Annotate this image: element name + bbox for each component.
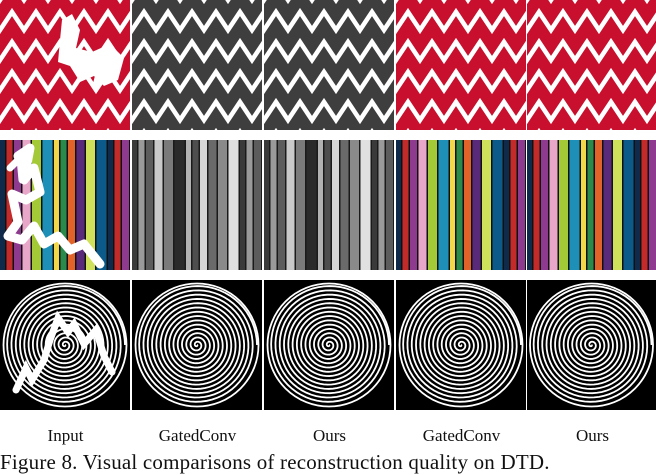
spiral-gatedconv-image xyxy=(132,280,262,410)
column-label-ours: Ours xyxy=(312,426,347,445)
zigzag-ours-gray-image xyxy=(264,0,394,130)
zigzag-input-image xyxy=(0,0,130,130)
spiral-ours-image xyxy=(264,280,394,410)
column-label-gatedconv-2: GatedConv xyxy=(422,426,501,445)
spiral-input-image xyxy=(0,280,130,410)
stripes-ours-gray-image xyxy=(264,140,394,270)
stripes-gatedconv-color-image xyxy=(396,140,526,270)
stripes-ours-color-image xyxy=(527,140,656,270)
zigzag-gatedconv-color-image xyxy=(396,0,526,130)
stripes-gatedconv-gray-image xyxy=(132,140,262,270)
column-label-ours-2: Ours xyxy=(575,426,610,445)
zigzag-ours-color-image xyxy=(527,0,656,130)
spiral-gatedconv-2-image xyxy=(396,280,526,410)
figure-image-grid xyxy=(0,0,656,410)
zigzag-gatedconv-gray-image xyxy=(132,0,262,130)
column-label-input: Input xyxy=(47,426,84,445)
column-label-gatedconv: GatedConv xyxy=(158,426,237,445)
spiral-ours-2-image xyxy=(527,280,656,410)
stripes-input-image xyxy=(0,140,130,270)
figure-caption: Figure 8. Visual comparisons of reconstr… xyxy=(0,450,550,474)
